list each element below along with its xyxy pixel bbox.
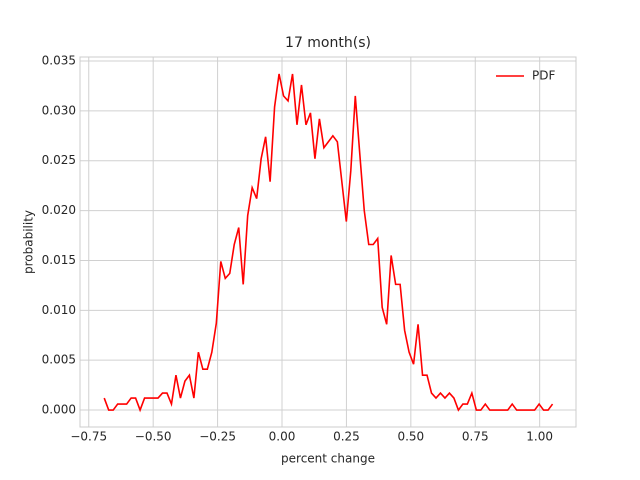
y-tick-label: 0.035 bbox=[42, 53, 76, 67]
y-tick-label: 0.000 bbox=[42, 403, 76, 417]
y-tick-label: 0.025 bbox=[42, 153, 76, 167]
x-tick-label: −0.50 bbox=[135, 430, 172, 444]
y-tick-label: 0.010 bbox=[42, 303, 76, 317]
data-line bbox=[103, 73, 554, 413]
x-tick-label: −0.25 bbox=[199, 430, 236, 444]
y-tick-label: 0.020 bbox=[42, 203, 76, 217]
x-axis-label: percent change bbox=[281, 452, 375, 466]
x-tick-label: 0.25 bbox=[333, 430, 360, 444]
chart-title: 17 month(s) bbox=[285, 35, 371, 51]
y-tick-label: 0.015 bbox=[42, 253, 76, 267]
x-tick-label: 1.00 bbox=[526, 430, 553, 444]
x-tick-label: 0.50 bbox=[397, 430, 424, 444]
y-tick-label: 0.030 bbox=[42, 103, 76, 117]
y-axis-label: probability bbox=[22, 210, 36, 274]
plot-frame bbox=[79, 56, 577, 428]
y-tick-label: 0.005 bbox=[42, 353, 76, 367]
x-tick-label: 0.75 bbox=[462, 430, 489, 444]
x-tick-label: −0.75 bbox=[70, 430, 107, 444]
legend-label: PDF bbox=[532, 69, 555, 83]
x-tick-label: 0.00 bbox=[269, 430, 296, 444]
